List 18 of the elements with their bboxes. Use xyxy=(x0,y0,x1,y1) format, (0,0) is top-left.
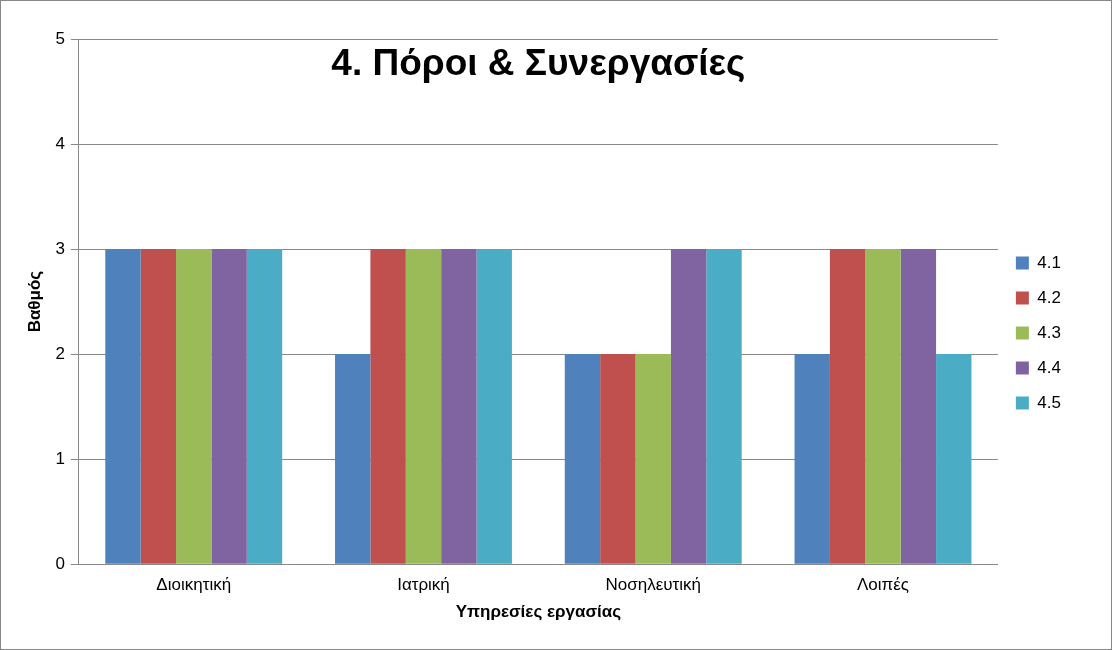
x-axis-title: Υπηρεσίες εργασίας xyxy=(455,602,622,622)
x-tick-label: Νοσηλευτική xyxy=(605,575,701,595)
x-tick-label: Λοιπές xyxy=(856,575,910,595)
legend-label: 4.3 xyxy=(1037,322,1062,342)
legend-label: 4.5 xyxy=(1037,392,1062,412)
y-tick-label: 3 xyxy=(55,238,65,258)
legend-label: 4.1 xyxy=(1037,252,1062,272)
x-tick-label: Διοικητική xyxy=(156,575,232,595)
legend-label: 4.4 xyxy=(1037,357,1062,377)
legend-label: 4.2 xyxy=(1037,287,1062,307)
x-tick-label: Ιατρική xyxy=(397,575,450,595)
y-tick-label: 2 xyxy=(55,343,65,363)
y-axis-title: Βαθμός xyxy=(24,270,44,333)
y-tick-label: 4 xyxy=(55,133,65,153)
chart-title: 4. Πόροι & Συνεργασίες xyxy=(331,42,746,84)
y-tick-label: 1 xyxy=(55,448,65,468)
y-tick-label: 5 xyxy=(55,28,65,48)
y-tick-label: 0 xyxy=(55,553,65,573)
